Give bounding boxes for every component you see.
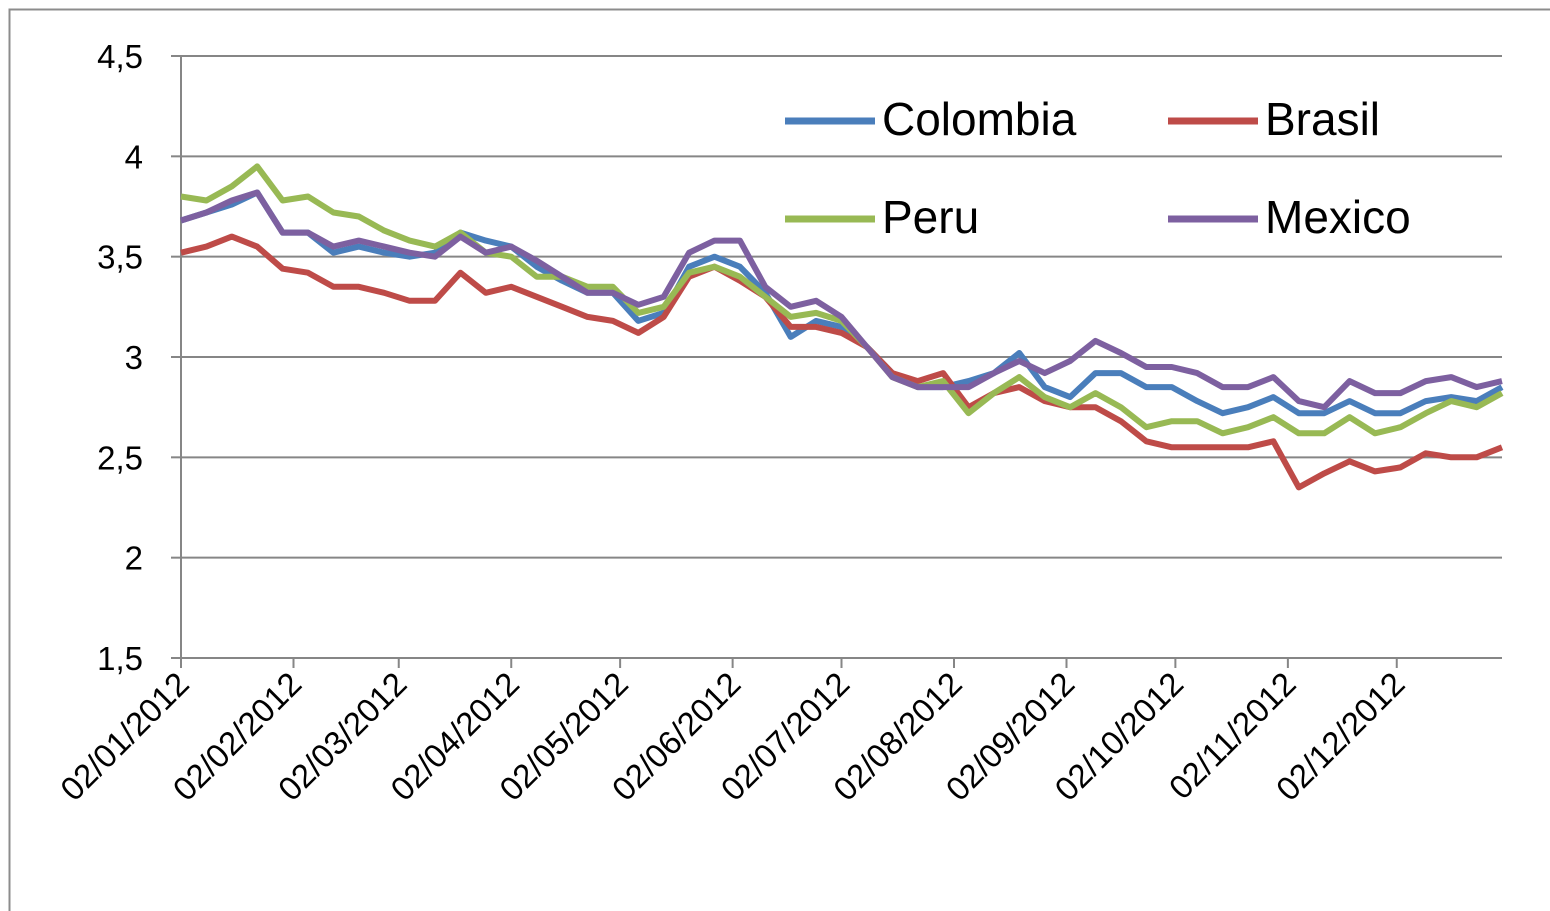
legend: Colombia Brasil Peru Mexico [785, 93, 1411, 243]
chart-frame [8, 8, 1550, 911]
series-line [180, 189, 1503, 411]
legend-label: Brasil [1265, 93, 1380, 145]
y-tick-label: 3 [125, 339, 143, 376]
y-tick-label: 4,5 [97, 38, 143, 75]
y-tick-label: 4 [125, 138, 143, 175]
legend-label: Peru [882, 191, 979, 243]
y-tick-label: 3,5 [97, 239, 143, 276]
y-tick-label: 2,5 [97, 439, 143, 476]
series-line [180, 189, 1504, 417]
legend-label: Mexico [1265, 191, 1411, 243]
legend-label: Colombia [882, 93, 1077, 145]
y-tick-label: 2 [125, 540, 143, 577]
series-line [180, 233, 1504, 491]
y-tick-label: 1,5 [97, 640, 143, 677]
